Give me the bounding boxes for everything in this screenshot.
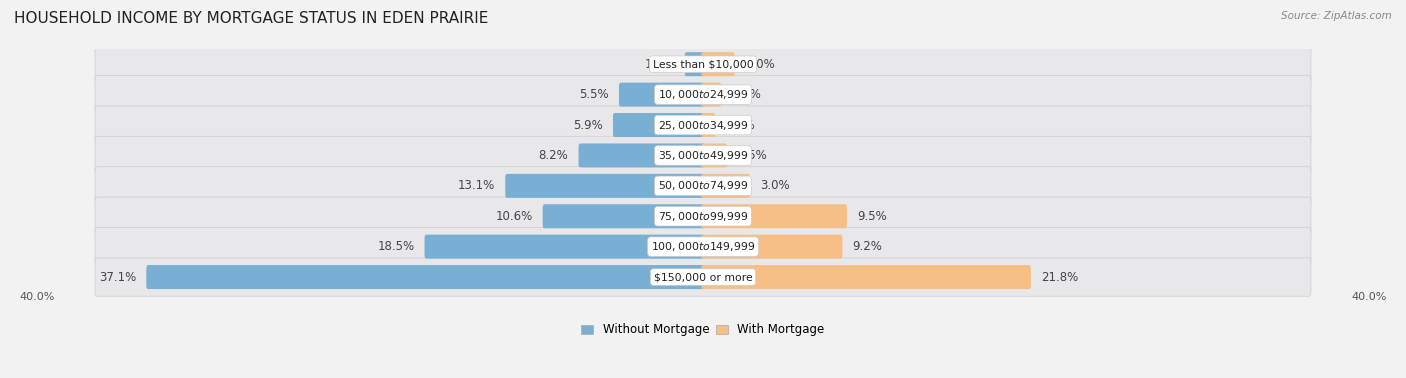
FancyBboxPatch shape xyxy=(702,235,842,259)
Text: $35,000 to $49,999: $35,000 to $49,999 xyxy=(658,149,748,162)
Text: 9.2%: 9.2% xyxy=(852,240,883,253)
Text: 37.1%: 37.1% xyxy=(98,271,136,284)
Text: 1.5%: 1.5% xyxy=(737,149,768,162)
Text: 40.0%: 40.0% xyxy=(20,292,55,302)
FancyBboxPatch shape xyxy=(96,106,1310,144)
Text: $150,000 or more: $150,000 or more xyxy=(654,272,752,282)
FancyBboxPatch shape xyxy=(702,265,1031,289)
Text: 5.9%: 5.9% xyxy=(574,119,603,132)
FancyBboxPatch shape xyxy=(96,197,1310,235)
Text: 1.1%: 1.1% xyxy=(731,88,761,101)
Text: 10.6%: 10.6% xyxy=(495,210,533,223)
FancyBboxPatch shape xyxy=(146,265,704,289)
Text: 21.8%: 21.8% xyxy=(1040,271,1078,284)
FancyBboxPatch shape xyxy=(685,52,704,76)
FancyBboxPatch shape xyxy=(96,45,1310,84)
Text: Source: ZipAtlas.com: Source: ZipAtlas.com xyxy=(1281,11,1392,21)
Text: 2.0%: 2.0% xyxy=(745,58,775,71)
Text: 9.5%: 9.5% xyxy=(858,210,887,223)
FancyBboxPatch shape xyxy=(702,204,846,228)
FancyBboxPatch shape xyxy=(505,174,704,198)
FancyBboxPatch shape xyxy=(543,204,704,228)
Text: HOUSEHOLD INCOME BY MORTGAGE STATUS IN EDEN PRAIRIE: HOUSEHOLD INCOME BY MORTGAGE STATUS IN E… xyxy=(14,11,488,26)
FancyBboxPatch shape xyxy=(702,174,749,198)
Text: $50,000 to $74,999: $50,000 to $74,999 xyxy=(658,179,748,192)
FancyBboxPatch shape xyxy=(613,113,704,137)
Text: 1.1%: 1.1% xyxy=(645,58,675,71)
Text: $25,000 to $34,999: $25,000 to $34,999 xyxy=(658,119,748,132)
Text: Less than $10,000: Less than $10,000 xyxy=(652,59,754,69)
Legend: Without Mortgage, With Mortgage: Without Mortgage, With Mortgage xyxy=(576,319,830,341)
Text: 13.1%: 13.1% xyxy=(458,179,495,192)
FancyBboxPatch shape xyxy=(702,143,727,167)
FancyBboxPatch shape xyxy=(702,113,716,137)
FancyBboxPatch shape xyxy=(425,235,704,259)
Text: $100,000 to $149,999: $100,000 to $149,999 xyxy=(651,240,755,253)
Text: $75,000 to $99,999: $75,000 to $99,999 xyxy=(658,210,748,223)
Text: 5.5%: 5.5% xyxy=(579,88,609,101)
FancyBboxPatch shape xyxy=(96,76,1310,114)
FancyBboxPatch shape xyxy=(619,83,704,107)
FancyBboxPatch shape xyxy=(578,143,704,167)
Text: 0.7%: 0.7% xyxy=(725,119,755,132)
Text: $10,000 to $24,999: $10,000 to $24,999 xyxy=(658,88,748,101)
Text: 40.0%: 40.0% xyxy=(1351,292,1386,302)
FancyBboxPatch shape xyxy=(96,167,1310,205)
FancyBboxPatch shape xyxy=(96,258,1310,296)
FancyBboxPatch shape xyxy=(96,228,1310,266)
FancyBboxPatch shape xyxy=(702,83,721,107)
Text: 3.0%: 3.0% xyxy=(759,179,789,192)
Text: 18.5%: 18.5% xyxy=(377,240,415,253)
Text: 8.2%: 8.2% xyxy=(538,149,568,162)
FancyBboxPatch shape xyxy=(702,52,735,76)
FancyBboxPatch shape xyxy=(96,136,1310,175)
